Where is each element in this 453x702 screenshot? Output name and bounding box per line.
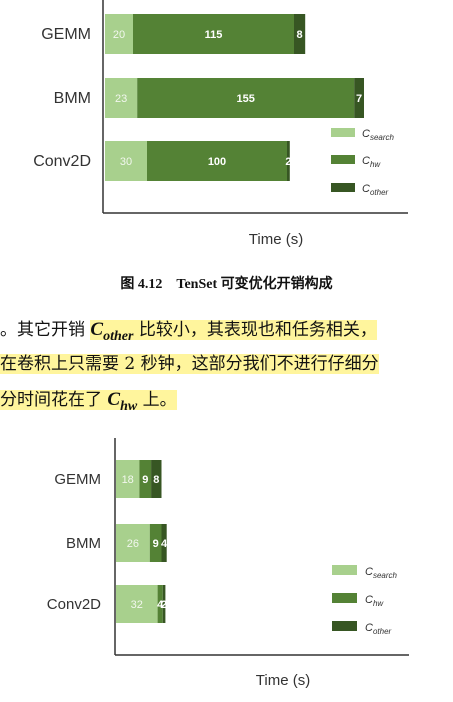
category-label: BMM (54, 90, 91, 107)
bar-value-label: 2 (161, 599, 167, 611)
legend-label-other: Cother (362, 183, 389, 197)
x-axis-label: Time (s) (256, 672, 310, 689)
bar-segment (287, 141, 290, 181)
category-label: Conv2D (47, 596, 101, 613)
symbol-sub: other (103, 329, 134, 344)
bar-value-label: 18 (122, 474, 134, 486)
bar-value-label: 23 (115, 93, 127, 105)
paragraph-line-1: 。其它开销 Cother 比较小，其表现也和任务相关， (0, 318, 453, 349)
bar-segment (116, 524, 150, 562)
legend: Csearch Chw Cother (332, 565, 398, 636)
paragraph-line-2: 在卷积上只需要 2 秒钟，这部分我们不进行仔细分 (0, 352, 453, 376)
bar-segment (133, 14, 294, 54)
legend-label-search: Csearch (365, 566, 398, 580)
bar-value-label: 4 (161, 538, 168, 550)
paragraph-line-3: 分时间花在了 Chw 上。 (0, 388, 453, 419)
bar-segment (105, 14, 133, 54)
legend-swatch-other (331, 183, 355, 192)
highlight: Cother 比较小，其表现也和任务相关， (90, 319, 377, 344)
legend-swatch-hw (332, 593, 357, 603)
bar-segment (162, 585, 166, 623)
legend-label-other: Cother (365, 622, 392, 636)
highlight: 分时间花在了 Chw 上。 (0, 389, 177, 414)
bar-value-label: 32 (131, 599, 143, 611)
bar-segment (149, 524, 162, 562)
para-text: 分时间花在了 (0, 390, 108, 410)
figure-caption: 图 4.12 TenSet 可变优化开销构成 (120, 277, 333, 292)
bar-value-label: 8 (153, 474, 159, 486)
chart-tenset-top: Time (s) GEMM 20 115 8 BMM 23 155 7 Conv2D 30 100 2… (33, 0, 408, 248)
legend: Csearch Chw Cother (331, 128, 395, 197)
bar-segment (105, 78, 138, 118)
bar-segment (116, 585, 158, 623)
legend-label-hw: Chw (365, 594, 384, 608)
legend-swatch-hw (331, 155, 355, 164)
bar-value-label: 8 (297, 29, 303, 41)
bar-segment (137, 78, 355, 118)
para-text: 比较小，其表现也和任务相关， (133, 320, 377, 340)
category-label: GEMM (41, 26, 91, 43)
category-label: BMM (66, 535, 101, 552)
para-text: 上。 (137, 390, 177, 410)
bar-value-label: 4 (157, 599, 164, 611)
bar-value-label: 26 (127, 538, 139, 550)
bar-segment (147, 141, 287, 181)
bar-segment (151, 460, 162, 498)
bar-value-label: 7 (356, 93, 362, 105)
category-label: GEMM (54, 471, 101, 488)
bar-value-label: 2 (285, 156, 291, 168)
bar-segment (116, 460, 140, 498)
symbol-c-hw: C (107, 389, 121, 410)
bar-value-label: 20 (113, 29, 125, 41)
bar-value-label: 100 (208, 156, 226, 168)
bar-segment (157, 585, 163, 623)
bar-value-label: 155 (237, 93, 255, 105)
bar-value-label: 115 (205, 29, 223, 41)
symbol-c-other: C (90, 319, 104, 340)
legend-swatch-other (332, 621, 357, 631)
bar-segment (294, 14, 306, 54)
category-label: Conv2D (33, 153, 91, 170)
bar-segment (161, 524, 167, 562)
bar-segment (105, 141, 147, 181)
x-axis-label: Time (s) (249, 231, 303, 248)
bar-value-label: 9 (153, 538, 159, 550)
bar-segment (139, 460, 152, 498)
para-text: 在卷积上只需要 2 秒钟，这部分我们不进行仔细分 (0, 354, 379, 374)
legend-swatch-search (331, 128, 355, 137)
para-text: 。其它开销 (0, 320, 91, 340)
legend-swatch-search (332, 565, 357, 575)
bar-value-label: 30 (120, 156, 132, 168)
symbol-sub: hw (120, 399, 138, 414)
bar-segment (354, 78, 364, 118)
legend-label-search: Csearch (362, 128, 395, 142)
legend-label-hw: Chw (362, 155, 381, 169)
bar-value-label: 9 (142, 474, 148, 486)
